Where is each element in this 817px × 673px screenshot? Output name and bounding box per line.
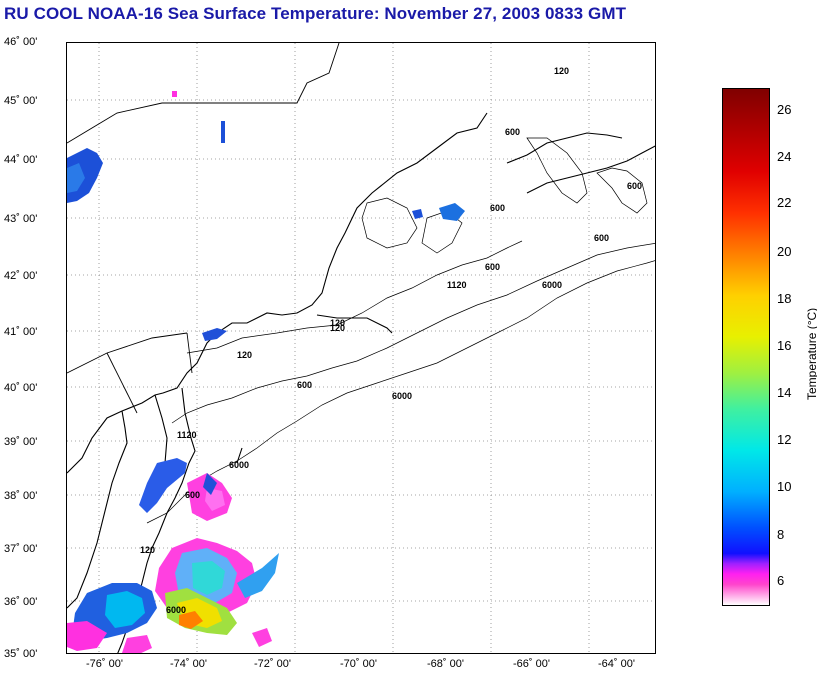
contour-label: 120 xyxy=(237,350,252,360)
lat-label: 35˚ 00' xyxy=(4,648,38,660)
contour-label: 120 xyxy=(140,545,155,555)
contour-label: 600 xyxy=(594,233,609,243)
lat-label: 36˚ 00' xyxy=(4,596,38,608)
colorbar-tick: 6 xyxy=(777,573,785,588)
colorbar-tick: 14 xyxy=(777,385,792,400)
map-canvas: 120 120 600 600 600 600 6000 600 1120 12… xyxy=(67,43,655,653)
contour-label: 6000 xyxy=(166,605,186,615)
lat-label: 42˚ 00' xyxy=(4,270,38,282)
contour-label: 600 xyxy=(297,380,312,390)
colorbar-title: Temperature (°C) xyxy=(805,307,817,400)
lon-label: -68˚ 00' xyxy=(427,658,464,670)
lon-label: -66˚ 00' xyxy=(513,658,550,670)
lat-label: 43˚ 00' xyxy=(4,213,38,225)
lat-label: 39˚ 00' xyxy=(4,436,38,448)
colorbar-tick: 24 xyxy=(777,149,792,164)
lat-label: 46˚ 00' xyxy=(4,36,38,48)
lat-label: 38˚ 00' xyxy=(4,490,38,502)
map-title: RU COOL NOAA-16 Sea Surface Temperature:… xyxy=(4,4,627,23)
contour-label: 600 xyxy=(485,262,500,272)
lon-label: -72˚ 00' xyxy=(254,658,291,670)
colorbar-tick: 22 xyxy=(777,195,792,210)
colorbar-tick: 8 xyxy=(777,527,785,542)
boundaries xyxy=(67,43,340,414)
contour-label: 6000 xyxy=(229,460,249,470)
lon-label: -76˚ 00' xyxy=(86,658,123,670)
colorbar-gradient xyxy=(723,89,769,605)
contour-label: 120 xyxy=(330,318,345,328)
bathymetry-contours xyxy=(146,137,655,524)
contour-label: 120 xyxy=(330,323,345,333)
coastline xyxy=(67,112,655,653)
lat-label: 45˚ 00' xyxy=(4,95,38,107)
colorbar-tick: 16 xyxy=(777,338,792,353)
lat-label: 41˚ 00' xyxy=(4,326,38,338)
sst-map: 120 120 600 600 600 600 6000 600 1120 12… xyxy=(66,42,656,654)
contour-label: 120 xyxy=(554,66,569,76)
colorbar-tick: 18 xyxy=(777,291,792,306)
contour-label: 1120 xyxy=(177,430,197,440)
contour-label: 600 xyxy=(185,490,200,500)
contour-label: 6000 xyxy=(392,391,412,401)
lon-label: -74˚ 00' xyxy=(170,658,207,670)
graticule xyxy=(67,43,655,653)
lat-label: 44˚ 00' xyxy=(4,154,38,166)
contour-label: 6000 xyxy=(542,280,562,290)
lon-label: -64˚ 00' xyxy=(598,658,635,670)
colorbar-tick: 26 xyxy=(777,102,792,117)
lat-label: 40˚ 00' xyxy=(4,382,38,394)
lon-label: -70˚ 00' xyxy=(340,658,377,670)
contour-label: 600 xyxy=(505,127,520,137)
contour-labels: 120 120 600 600 600 600 6000 600 1120 12… xyxy=(140,66,642,615)
sst-patches xyxy=(67,91,465,653)
contour-label: 1120 xyxy=(447,280,467,290)
lat-label: 37˚ 00' xyxy=(4,543,38,555)
colorbar-tick: 12 xyxy=(777,432,792,447)
colorbar-tick: 10 xyxy=(777,479,792,494)
colorbar-tick: 20 xyxy=(777,244,792,259)
temperature-colorbar xyxy=(722,88,770,606)
contour-label: 600 xyxy=(627,181,642,191)
contour-label: 600 xyxy=(490,203,505,213)
